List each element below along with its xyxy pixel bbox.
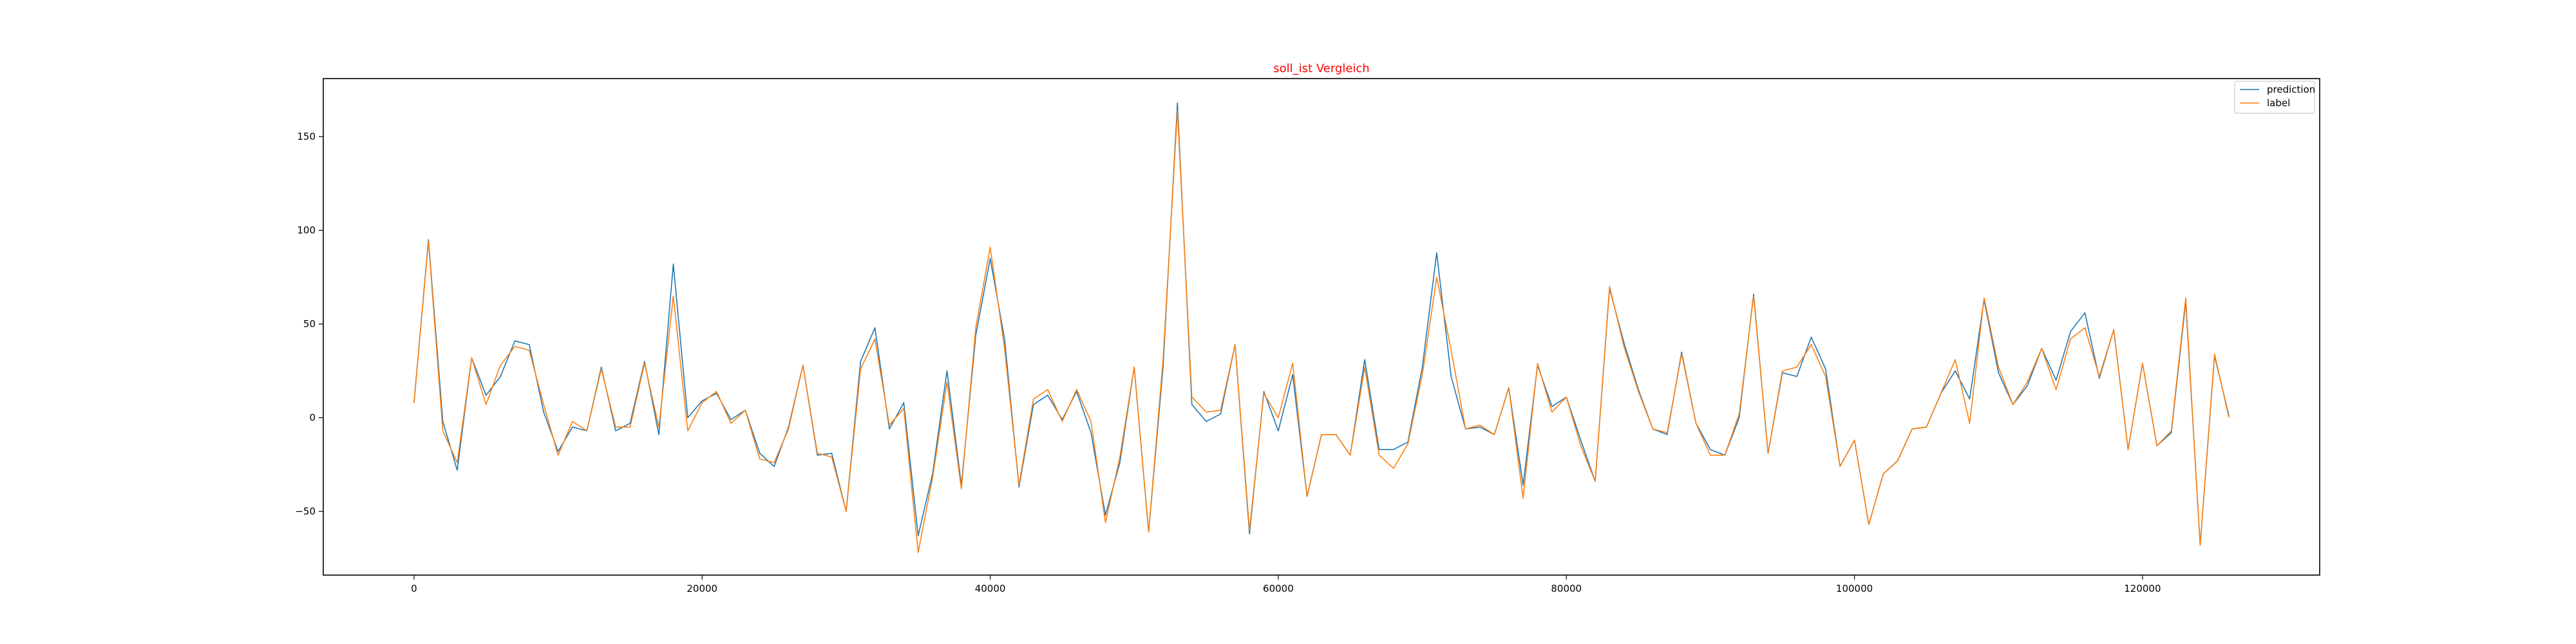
y-tick-label: 50 [303, 318, 316, 330]
y-axis: −50 0 50 100 150 [295, 131, 323, 517]
y-tick-label: −50 [295, 506, 316, 517]
x-tick-label: 100000 [1836, 583, 1873, 594]
y-tick-label: 0 [309, 412, 316, 424]
x-tick-label: 40000 [975, 583, 1006, 594]
series-line-label [413, 109, 2230, 553]
chart-title: soll_ist Vergleich [1273, 62, 1369, 75]
x-tick-label: 60000 [1263, 583, 1294, 594]
x-tick-label: 120000 [2124, 583, 2161, 594]
y-tick-label: 100 [297, 225, 316, 236]
legend: prediction label [2234, 80, 2315, 114]
series-lines [413, 102, 2230, 553]
x-tick-label: 80000 [1551, 583, 1582, 594]
x-axis: 0 20000 40000 60000 80000 100000 120000 [411, 575, 2161, 594]
x-tick-label: 0 [411, 583, 417, 594]
x-tick-label: 20000 [687, 583, 717, 594]
y-tick-label: 150 [297, 131, 316, 142]
legend-label-prediction: prediction [2267, 84, 2315, 95]
plot-frame [323, 78, 2320, 576]
legend-label-label: label [2267, 97, 2290, 109]
